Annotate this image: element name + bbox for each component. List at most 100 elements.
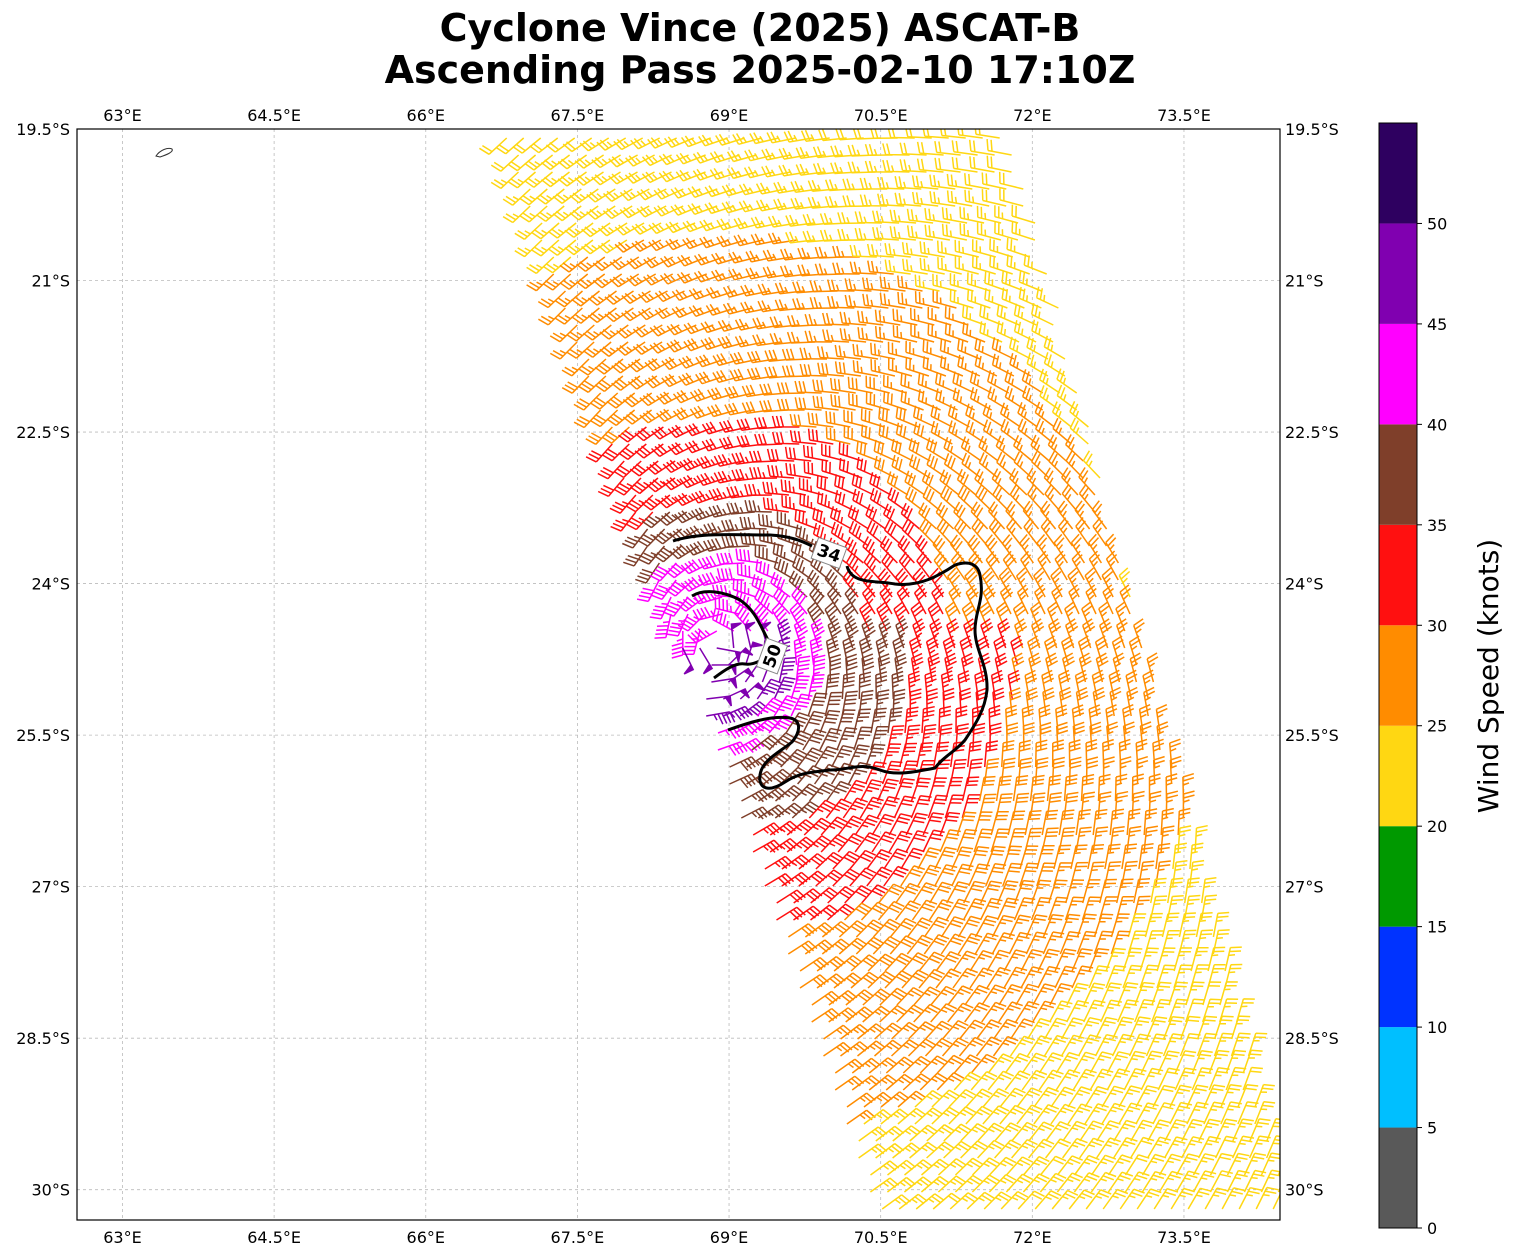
wind-barb xyxy=(799,363,827,377)
wind-barb xyxy=(950,551,966,581)
wind-barb xyxy=(981,1001,1007,1023)
wind-barb xyxy=(608,154,638,168)
wind-barb xyxy=(932,741,950,768)
wind-barb xyxy=(834,490,858,513)
wind-barb xyxy=(1076,930,1098,955)
wind-barb xyxy=(751,716,781,734)
wind-barb xyxy=(810,904,839,921)
wind-barb xyxy=(1074,669,1088,700)
wind-barb xyxy=(934,846,957,870)
wind-barb xyxy=(1093,913,1114,938)
wind-barb xyxy=(1183,894,1201,921)
wind-barb xyxy=(718,436,749,450)
colorbar-tick-label: 45 xyxy=(1427,315,1447,334)
wind-barb xyxy=(809,585,825,615)
wind-barb xyxy=(554,290,583,308)
wind-barb xyxy=(854,832,881,853)
wind-barb xyxy=(519,188,548,206)
wind-barb xyxy=(764,349,794,363)
wind-barb xyxy=(1032,1000,1056,1023)
wind-barb xyxy=(1051,584,1063,615)
wind-barb xyxy=(1079,1120,1105,1142)
wind-barb xyxy=(891,1021,920,1040)
wind-barb xyxy=(685,540,716,556)
wind-barb xyxy=(917,864,942,887)
wind-barb xyxy=(982,1105,1010,1125)
wind-barb xyxy=(1129,1136,1155,1159)
wind-barb xyxy=(958,687,972,717)
wind-barb xyxy=(852,343,879,360)
wind-barb xyxy=(916,158,944,173)
wind-barb xyxy=(986,966,1011,989)
wind-barb xyxy=(990,828,1010,853)
wind-barb xyxy=(1162,1033,1185,1057)
wind-barb xyxy=(692,151,723,164)
wind-barb xyxy=(685,525,716,539)
wind-barb xyxy=(951,846,974,870)
wind-barb xyxy=(1088,704,1102,734)
wind-barb xyxy=(791,800,820,819)
wind-barb xyxy=(807,428,834,445)
wind-barb xyxy=(979,321,1003,343)
wind-barb xyxy=(842,797,868,819)
wind-barb xyxy=(920,1175,950,1193)
wind-barb xyxy=(602,188,633,202)
wind-barb xyxy=(799,347,828,360)
wind-barb xyxy=(844,885,872,904)
wind-barb xyxy=(996,320,1020,343)
wind-barb xyxy=(894,900,921,921)
wind-barb xyxy=(896,986,924,1006)
wind-barb xyxy=(601,443,630,462)
wind-barb xyxy=(946,618,960,649)
lon-tick-label-top: 66°E xyxy=(407,106,445,125)
wind-barb xyxy=(998,171,1024,190)
wind-barb xyxy=(1118,567,1131,598)
wind-barb xyxy=(1021,369,1044,394)
wind-barb xyxy=(884,970,913,989)
wind-barb xyxy=(789,430,817,445)
wind-barb xyxy=(1143,686,1156,717)
wind-barb xyxy=(776,382,805,395)
wind-barb xyxy=(1126,825,1142,853)
wind-barb xyxy=(669,543,699,560)
wind-barb xyxy=(970,1071,998,1091)
wind-barb xyxy=(999,1087,1026,1108)
wind-barb xyxy=(701,438,732,452)
wind-barb xyxy=(982,419,1004,445)
wind-barb xyxy=(970,1053,998,1074)
wind-barb xyxy=(888,830,913,853)
wind-barb xyxy=(1013,897,1036,921)
wind-barb xyxy=(1093,930,1114,955)
wind-barb xyxy=(973,828,994,853)
wind-barb xyxy=(874,1039,903,1057)
wind-barb xyxy=(909,1124,938,1142)
wind-barb xyxy=(1025,914,1048,938)
wind-barb xyxy=(1084,1103,1109,1125)
wind-barb xyxy=(834,1058,865,1074)
wind-barb xyxy=(1015,567,1029,598)
wind-barb xyxy=(1128,1016,1151,1040)
wind-barb xyxy=(1058,826,1076,853)
wind-barb xyxy=(870,707,887,734)
wind-barb xyxy=(1108,669,1122,700)
wind-barb xyxy=(1066,999,1090,1023)
wind-barb xyxy=(526,273,555,292)
wind-barb xyxy=(832,262,860,275)
wind-barb xyxy=(857,1023,886,1040)
wind-barb xyxy=(785,214,815,227)
wind-barb xyxy=(1016,584,1029,615)
wind-barb xyxy=(821,459,846,479)
wind-barb xyxy=(926,1124,955,1142)
wind-barb xyxy=(873,439,897,462)
wind-barb xyxy=(1037,948,1060,972)
wind-barb xyxy=(941,1037,969,1057)
wind-barb xyxy=(507,171,536,189)
wind-barb xyxy=(654,613,672,639)
wind-barb xyxy=(1105,947,1126,972)
wind-barb xyxy=(909,688,922,717)
wind-barb xyxy=(895,882,921,904)
wind-barb xyxy=(559,273,589,290)
wind-barb xyxy=(1142,669,1155,700)
wind-barb xyxy=(922,829,945,853)
wind-barb xyxy=(759,399,788,413)
